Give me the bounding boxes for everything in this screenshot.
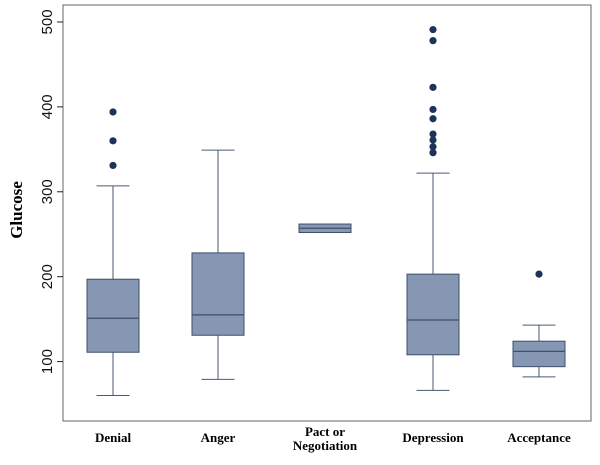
y-tick-label: 500: [39, 9, 56, 34]
x-category-label-line: Depression: [402, 430, 464, 445]
outlier-point: [429, 149, 437, 157]
y-axis-label: Glucose: [7, 181, 26, 239]
plot-frame: [62, 4, 592, 422]
x-category-label-line: Anger: [201, 430, 236, 445]
outlier-point: [429, 105, 437, 114]
outlier-point: [429, 37, 437, 45]
x-category-label-line: Denial: [95, 430, 132, 445]
x-category-label-line: Negotiation: [293, 438, 358, 453]
y-tick-label: 100: [39, 349, 56, 374]
x-category-label: Denial: [95, 430, 132, 445]
x-category-label: Depression: [402, 430, 464, 445]
x-category-label: Anger: [201, 430, 236, 445]
x-category-label: Pact or Negotiation: [293, 424, 358, 453]
outlier-point: [535, 270, 543, 278]
outlier-point: [109, 137, 117, 145]
outlier-point: [429, 143, 437, 151]
outlier-point: [109, 108, 117, 116]
x-category-label-line: Pact or: [305, 424, 345, 439]
box: [406, 273, 460, 356]
y-tick-label: 200: [39, 264, 56, 289]
outlier-point: [109, 161, 117, 170]
x-category-label-line: Acceptance: [507, 430, 571, 445]
y-tick-label: 300: [39, 179, 56, 204]
box: [512, 340, 566, 368]
outlier-point: [429, 136, 437, 144]
outlier-point: [429, 130, 437, 138]
box: [191, 252, 245, 336]
box: [86, 278, 140, 353]
y-tick-label: 400: [39, 94, 56, 119]
outlier-point: [429, 26, 437, 34]
outlier-point: [429, 115, 437, 123]
outlier-point: [429, 83, 437, 91]
x-category-label: Acceptance: [507, 430, 571, 445]
